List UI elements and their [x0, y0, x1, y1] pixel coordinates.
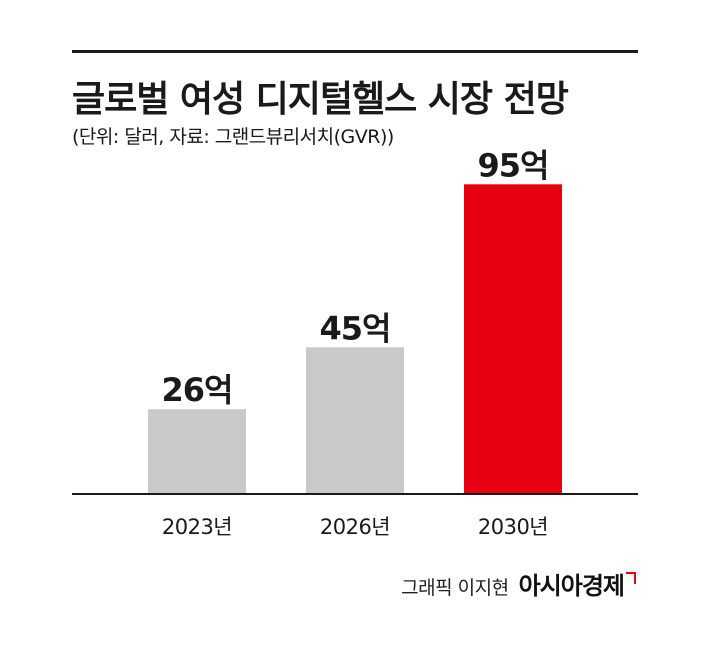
category-label-0: 2023년 — [162, 515, 232, 539]
chart-subtitle: (단위: 달러, 자료: 그랜드뷰리서치(GVR)) — [72, 126, 394, 148]
brand-mark-icon — [626, 572, 636, 584]
graphic-credit: 그래픽 이지현 — [401, 577, 509, 599]
value-label-2: 95억 — [478, 146, 549, 184]
bar-2 — [464, 184, 562, 495]
value-label-0: 26억 — [162, 371, 233, 409]
publisher-name: 아시아경제 — [518, 572, 625, 600]
value-label-1: 45억 — [320, 309, 391, 347]
bar-1 — [306, 347, 404, 494]
chart-title: 글로벌 여성 디지털헬스 시장 전망 — [72, 79, 569, 120]
category-label-1: 2026년 — [320, 515, 390, 539]
credit-line: 그래픽 이지현 아시아경제 — [401, 566, 636, 601]
bar-0 — [148, 409, 246, 494]
category-label-2: 2030년 — [478, 515, 548, 539]
publisher-logo: 아시아경제 — [519, 566, 636, 601]
top-rule — [72, 50, 638, 53]
